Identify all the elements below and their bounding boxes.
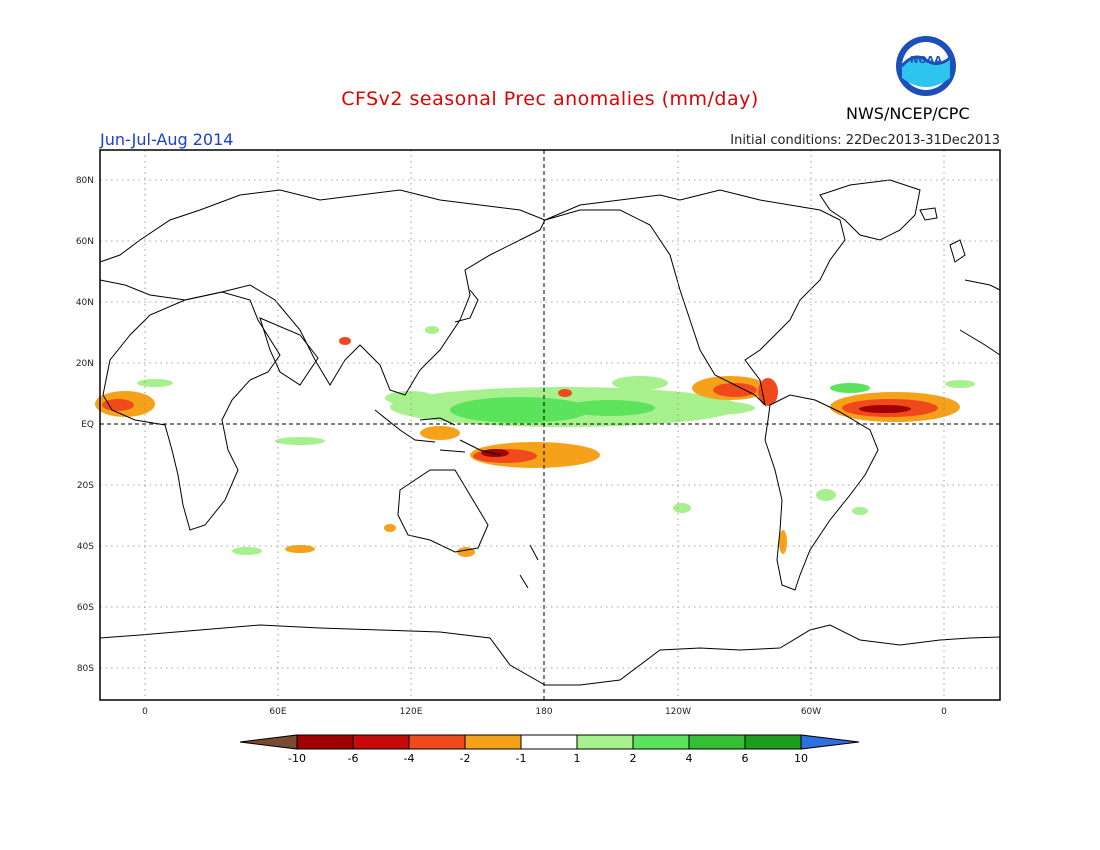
chart-title: CFSv2 seasonal Prec anomalies (mm/day) <box>341 88 759 110</box>
colorbar-segment <box>744 734 802 750</box>
lon-label: 0 <box>142 707 148 717</box>
anomaly-patch <box>779 530 787 554</box>
anomaly-patch <box>945 380 975 388</box>
coast-europe-east <box>959 279 1001 356</box>
coast-arabia <box>259 317 319 386</box>
lat-label: 60S <box>77 603 94 613</box>
coast-eurasia <box>99 189 546 396</box>
colorbar-segment <box>688 734 746 750</box>
coast-japan <box>454 289 479 323</box>
coast-africa <box>102 291 281 531</box>
noaa-logo: NOAA <box>896 36 956 96</box>
lat-label: 40S <box>77 542 94 552</box>
lon-label: 120E <box>400 707 423 717</box>
anomaly-patch <box>137 379 173 387</box>
coast-namerica <box>544 189 846 407</box>
lat-label: 80S <box>77 664 94 674</box>
anomaly-pacific-wet <box>665 401 755 415</box>
colorbar-segment <box>296 734 354 750</box>
anomaly-patch <box>425 326 439 334</box>
anomaly-westpac-dry <box>481 449 509 457</box>
colorbar-segment <box>352 734 410 750</box>
lat-label: 20S <box>77 481 94 491</box>
colorbar-label: 2 <box>630 752 637 765</box>
coast-antarctica <box>99 624 1001 686</box>
colorbar-segment <box>520 734 578 750</box>
colorbar-label: 1 <box>574 752 581 765</box>
anomaly-patch <box>384 524 396 532</box>
anomaly-patch <box>558 389 572 397</box>
anomaly-pacific-wet <box>612 376 668 390</box>
lat-labels: 80N 60N 40N 20N EQ 20S 40S 60S 80S <box>76 176 94 674</box>
colorbar-label: 4 <box>686 752 693 765</box>
anomaly-patch <box>385 391 435 405</box>
colorbar-label: -6 <box>348 752 359 765</box>
colorbar-segment <box>576 734 634 750</box>
colorbar-label: -1 <box>516 752 527 765</box>
anomaly-patch <box>420 426 460 440</box>
lon-labels: 0 60E 120E 180 120W 60W 0 <box>142 707 947 717</box>
agency-label: NWS/NCEP/CPC <box>846 104 970 123</box>
anomaly-patch <box>275 437 325 445</box>
colorbar-label: 6 <box>742 752 749 765</box>
lat-label: EQ <box>81 420 94 430</box>
anomaly-atlantic-wet <box>830 383 870 393</box>
colorbar-segment <box>464 734 522 750</box>
colorbar-label: -10 <box>288 752 306 765</box>
coast-nz <box>519 544 539 589</box>
anomaly-camerica-dry <box>758 378 778 406</box>
coast-samerica <box>764 394 879 591</box>
anomaly-patch <box>816 489 836 501</box>
colorbar-segment <box>632 734 690 750</box>
anomaly-fields <box>95 326 975 557</box>
coast-indonesia <box>374 409 501 456</box>
colorbar-label: -4 <box>404 752 415 765</box>
anomaly-patch <box>232 547 262 555</box>
coast-greenland <box>819 179 921 241</box>
colorbar-arrow-low <box>239 734 298 750</box>
anomaly-wafrica-dry <box>102 399 134 411</box>
colorbar-arrow-high <box>800 734 860 750</box>
colorbar: -10 -6 -4 -2 -1 1 2 4 6 10 <box>239 734 860 765</box>
season-label: Jun-Jul-Aug 2014 <box>100 130 234 149</box>
colorbar-label: 10 <box>794 752 808 765</box>
lat-label: 40N <box>76 298 94 308</box>
anomaly-patch <box>852 507 868 515</box>
lon-label: 120W <box>665 707 691 717</box>
anomaly-pacific-wet <box>450 397 590 423</box>
lat-label: 20N <box>76 359 94 369</box>
anomaly-patch <box>285 545 315 553</box>
anomaly-patch <box>673 503 691 513</box>
coastlines <box>99 179 1001 686</box>
initial-conditions-label: Initial conditions: 22Dec2013-31Dec2013 <box>730 133 1000 148</box>
coast-australia <box>397 469 489 553</box>
coast-uk <box>919 207 966 263</box>
anomaly-camerica-dry <box>713 383 757 397</box>
plot-frame <box>99 149 1001 701</box>
anomaly-pacific-wet <box>565 400 655 416</box>
lon-label: 0 <box>941 707 947 717</box>
graticule <box>100 150 1000 700</box>
lon-label: 60E <box>269 707 286 717</box>
lat-label: 80N <box>76 176 94 186</box>
lon-label: 180 <box>535 707 552 717</box>
colorbar-label: -2 <box>460 752 471 765</box>
colorbar-segment <box>408 734 466 750</box>
logo-text: NOAA <box>910 55 942 66</box>
lat-label: 60N <box>76 237 94 247</box>
lon-label: 60W <box>801 707 821 717</box>
anomaly-patch <box>339 337 351 345</box>
anomaly-atlantic-dry <box>859 405 911 413</box>
